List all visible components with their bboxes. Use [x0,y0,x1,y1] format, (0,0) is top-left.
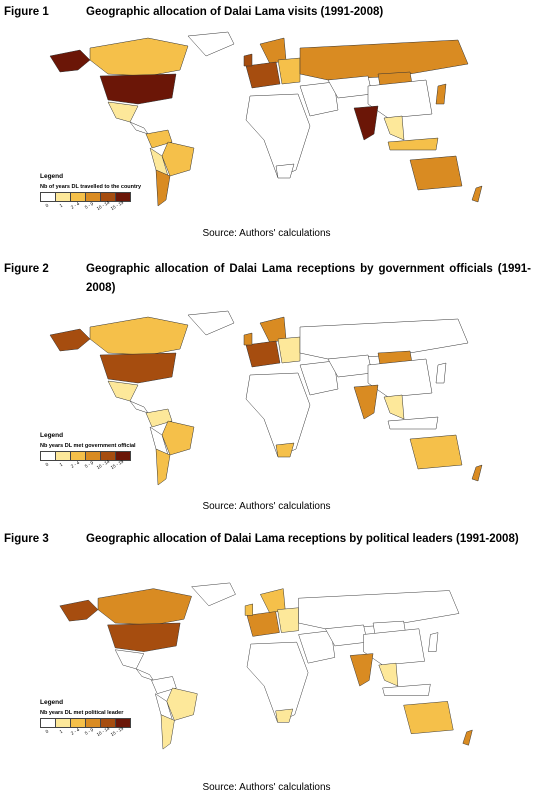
figure-title: Geographic allocation of Dalai Lama visi… [86,6,384,18]
legend-title: Legend [40,432,64,439]
legend-description: Nb years DL met political leader [40,710,124,716]
brazil [161,420,195,456]
legend-swatch [115,192,131,202]
legend-title: Legend [40,173,64,180]
figure-number: Figure 2 [4,263,49,275]
western-europe [245,340,281,368]
southeast-asia [383,394,405,420]
china [363,628,425,666]
figure-title: Geographic allocation of Dalai Lama rece… [86,263,531,294]
mexico [114,649,145,670]
figure-title: Geographic allocation of Dalai Lama rece… [86,533,519,545]
alaska [59,599,99,622]
greenland [187,310,235,336]
middle-east [298,630,336,664]
legend-title: Legend [40,699,64,706]
south-africa [275,442,295,458]
legend-swatches [40,451,136,461]
usa [99,352,177,384]
china [367,358,433,398]
eastern-europe [277,57,301,85]
legend-labels: 0 1 2 - 4 5 - 9 10 - 14 15 - 19 [40,459,136,470]
uk [243,53,253,67]
japan [435,83,447,105]
uk [244,603,253,616]
indonesia [387,137,439,151]
south-africa [275,708,294,723]
canada [89,37,189,77]
usa [99,73,177,105]
new-zealand [462,729,473,746]
brazil [166,687,198,721]
brazil [161,141,195,177]
legend-description: Nb of years DL travelled to the country [40,184,142,190]
africa [245,372,311,458]
map-legend: Legend Nb years DL met government offici… [40,432,136,470]
world-map [49,310,483,486]
alaska [49,49,91,73]
uk [243,332,253,346]
africa [246,641,309,723]
southeast-asia [383,115,405,141]
central-america [129,121,149,135]
western-europe [246,611,280,637]
mexico [107,380,139,402]
legend-labels: 0 1 2 - 4 5 - 9 10 - 14 15 - 19 [40,726,130,737]
usa [107,622,181,652]
greenland [191,582,236,607]
argentina-chile [160,714,175,750]
colombia-venezuela [151,676,177,694]
eastern-europe [277,336,301,364]
central-america [135,668,154,681]
figure-source: Source: Authors' calculations [202,228,331,239]
india [349,653,374,687]
south-africa [275,163,295,179]
australia [409,434,463,470]
colombia-venezuela [145,408,173,428]
world-map [59,582,473,750]
figure-number: Figure 3 [4,533,49,545]
india [353,105,379,141]
figure-source: Source: Authors' calculations [202,782,331,793]
middle-east [299,81,339,117]
middle-east [299,360,339,396]
eastern-europe [277,607,299,633]
map-legend: Legend Nb years DL met political leader … [40,699,131,737]
canada [97,588,192,626]
legend-swatches [40,718,131,728]
legend-swatch [115,451,131,461]
figure-number: Figure 1 [4,6,49,18]
india [353,384,379,420]
japan [435,362,447,384]
western-europe [245,61,281,89]
argentina-chile [155,169,171,207]
figure-source: Source: Authors' calculations [202,501,331,512]
southeast-asia [378,662,399,687]
legend-description: Nb years DL met government official [40,443,136,449]
africa [245,93,311,179]
argentina-chile [155,448,171,486]
legend-swatch [115,718,131,728]
greenland [187,31,235,57]
world-map [49,31,483,207]
central-america [129,400,149,414]
australia [403,701,454,735]
colombia-venezuela [145,129,173,149]
mexico [107,101,139,123]
legend-labels: 0 1 2 - 4 5 - 9 10 - 14 15 - 19 [40,200,141,211]
indonesia [387,416,439,430]
map-legend: Legend Nb of years DL travelled to the c… [40,173,142,211]
new-zealand [471,185,483,203]
indonesia [382,683,431,696]
canada [89,316,189,356]
legend-swatches [40,192,141,202]
alaska [49,328,91,352]
japan [428,632,439,652]
new-zealand [471,464,483,482]
australia [409,155,463,191]
china [367,79,433,119]
